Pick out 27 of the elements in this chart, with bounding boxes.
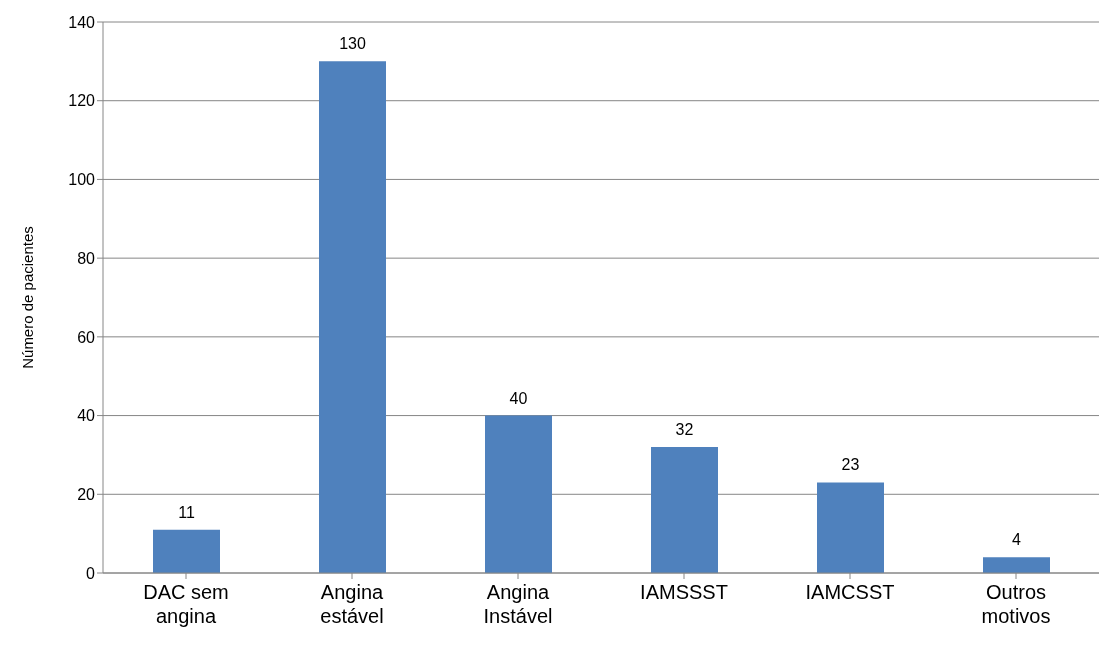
y-tick-label: 100 [68, 171, 96, 189]
data-label: 11 [178, 503, 195, 521]
bar [651, 447, 718, 573]
data-label: 130 [339, 35, 366, 53]
bar [319, 61, 386, 573]
data-label: 40 [509, 389, 528, 407]
x-tick-label: DAC sem angina [143, 581, 229, 627]
x-tick-label: Angina estável [320, 581, 385, 627]
y-tick-label: 80 [77, 249, 96, 267]
data-label: 32 [675, 421, 694, 439]
y-tick-label: 40 [77, 407, 96, 425]
x-tick-label: IAMSSST [640, 581, 728, 603]
x-tick-label: IAMCSST [805, 581, 895, 603]
y-tick-label: 60 [77, 328, 96, 346]
x-tick-label: Outros motivos [981, 581, 1051, 627]
y-tick-label: 140 [68, 13, 96, 31]
y-axis-title: Número de pacientes [19, 226, 37, 369]
bar [983, 557, 1050, 573]
bar [153, 529, 220, 573]
data-label: 23 [841, 456, 860, 474]
bar [485, 415, 552, 573]
y-tick-label: 120 [68, 92, 96, 110]
bar [817, 482, 884, 573]
data-label: 4 [1012, 531, 1022, 549]
x-tick-label: Angina Instável [483, 581, 553, 627]
y-tick-label: 20 [77, 485, 96, 503]
y-tick-label: 0 [86, 564, 96, 582]
